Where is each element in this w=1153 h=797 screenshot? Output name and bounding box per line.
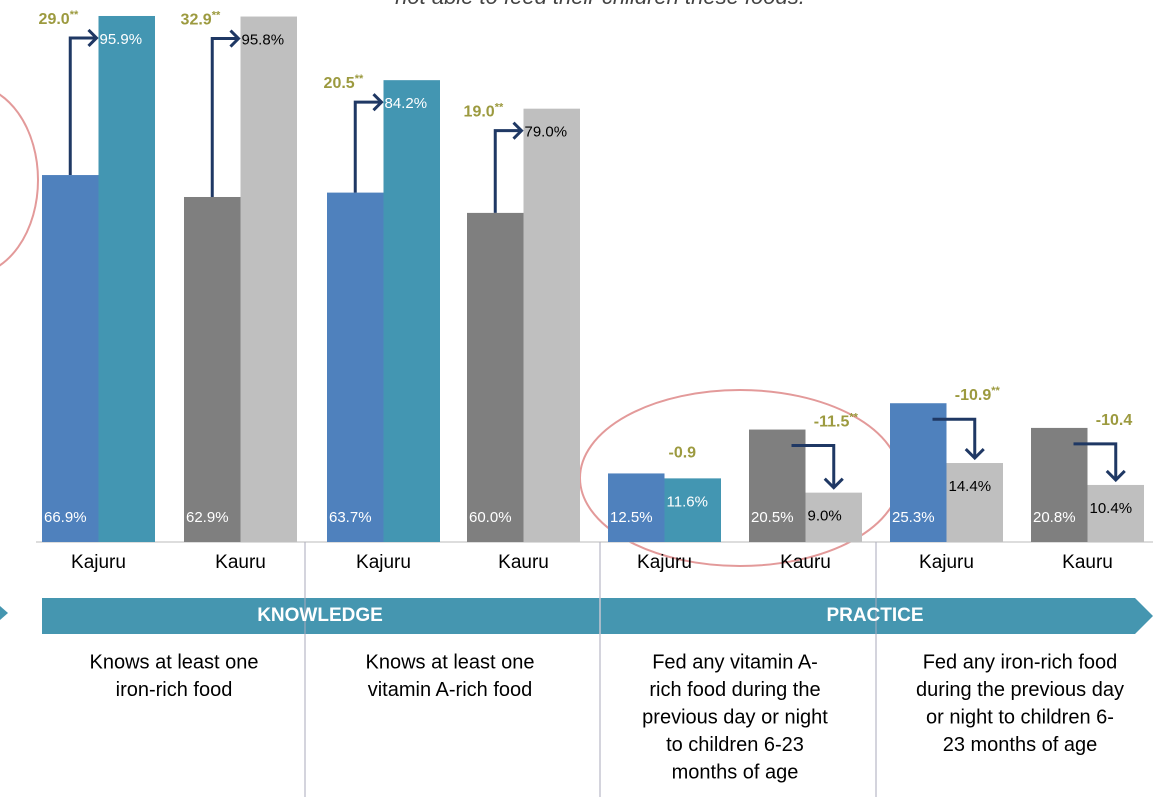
change-label: 32.9** <box>181 9 221 28</box>
value-label: 95.9% <box>100 31 143 48</box>
change-label: 20.5** <box>324 73 364 92</box>
bar <box>890 403 947 542</box>
change-value: -11.5 <box>814 414 850 431</box>
value-label: 84.2% <box>385 95 428 112</box>
indicator-label: vitamin A-rich food <box>368 679 533 701</box>
change-value: 29.0 <box>39 11 70 28</box>
bar <box>98 15 155 542</box>
change-value: 20.5 <box>324 75 355 92</box>
value-label: 62.9% <box>186 509 229 526</box>
significance: ** <box>70 9 79 21</box>
indicator-label: months of age <box>672 761 799 783</box>
bar <box>608 473 665 542</box>
change-label: 29.0** <box>39 9 79 28</box>
change-arrow <box>210 37 237 197</box>
indicator-label: Fed any iron-rich food <box>923 651 1118 673</box>
bar <box>240 16 297 543</box>
indicator-label: Knows at least one <box>90 651 259 673</box>
value-label: 63.7% <box>329 509 372 526</box>
arrow-head <box>87 28 99 48</box>
section-label: PRACTICE <box>826 605 923 626</box>
bar <box>1031 427 1088 542</box>
arrow-head <box>229 29 241 48</box>
section-label: KNOWLEDGE <box>257 605 383 626</box>
value-label: 9.0% <box>808 508 842 525</box>
indicator-label: to children 6-23 <box>666 734 804 756</box>
arrow-head <box>823 477 844 490</box>
bar <box>664 478 721 542</box>
change-arrow <box>932 417 977 459</box>
bar <box>523 108 580 542</box>
value-label: 25.3% <box>892 509 935 526</box>
change-arrow <box>68 36 95 176</box>
indicator-label: iron-rich food <box>116 679 233 701</box>
change-label: -0.9 <box>669 445 697 462</box>
indicator-label: Fed any vitamin A- <box>652 651 818 673</box>
indicator-label: during the previous day <box>916 679 1124 701</box>
bar <box>184 196 241 542</box>
arrow-head <box>512 121 524 140</box>
bar <box>42 175 99 542</box>
indicator-label: or night to children 6- <box>926 706 1114 728</box>
change-arrow <box>791 444 836 488</box>
arrow-head <box>372 93 384 112</box>
bar <box>805 492 862 542</box>
bar <box>383 80 440 543</box>
value-label: 60.0% <box>469 509 512 526</box>
change-label: -11.5** <box>814 411 859 430</box>
x-tick-label: Kajuru <box>919 552 974 573</box>
x-tick-label: Kajuru <box>71 552 126 573</box>
indicator-label: Knows at least one <box>366 651 535 673</box>
banner-arrow <box>0 606 8 620</box>
significance: ** <box>849 411 858 423</box>
change-label: -10.4 <box>1096 412 1133 429</box>
bar <box>327 192 384 542</box>
chart-title: not able to feed their children these fo… <box>395 0 805 9</box>
indicator-label: 23 months of age <box>943 734 1098 756</box>
bar <box>1087 484 1144 542</box>
arrow-head <box>964 447 985 461</box>
value-label: 79.0% <box>525 124 568 141</box>
change-arrow <box>1073 442 1118 480</box>
value-label: 11.6% <box>667 493 708 510</box>
x-tick-label: Kauru <box>1062 552 1113 573</box>
significance: ** <box>355 73 364 85</box>
bar <box>749 429 806 542</box>
significance: ** <box>212 9 221 21</box>
value-label: 14.4% <box>949 478 992 495</box>
bar <box>467 212 524 542</box>
section-banner <box>42 598 1153 634</box>
indicator-label: rich food during the <box>649 679 820 701</box>
change-value: -0.9 <box>669 445 697 462</box>
arrow-head <box>1105 469 1126 483</box>
value-label: 95.8% <box>242 32 285 49</box>
x-tick-label: Kauru <box>498 552 549 573</box>
highlight-circle <box>0 93 39 267</box>
x-tick-label: Kauru <box>215 552 266 573</box>
change-arrow <box>493 129 520 213</box>
significance: ** <box>991 385 1000 397</box>
value-label: 66.9% <box>44 509 87 526</box>
change-label: -10.9** <box>955 385 1001 404</box>
x-tick-label: Kauru <box>780 552 831 573</box>
x-tick-label: Kajuru <box>356 552 411 573</box>
change-value: -10.4 <box>1096 412 1133 429</box>
value-label: 12.5% <box>610 509 653 526</box>
change-label: 19.0** <box>464 102 504 121</box>
significance: ** <box>495 102 504 114</box>
value-label: 10.4% <box>1090 500 1133 517</box>
x-tick-label: Kajuru <box>637 552 692 573</box>
bar <box>946 463 1003 542</box>
change-value: 32.9 <box>181 12 212 29</box>
change-value: -10.9 <box>955 387 992 404</box>
value-label: 20.8% <box>1033 509 1076 526</box>
indicator-label: previous day or night <box>642 706 828 728</box>
change-value: 19.0 <box>464 104 495 121</box>
value-label: 20.5% <box>751 509 794 526</box>
change-arrow <box>353 100 380 193</box>
